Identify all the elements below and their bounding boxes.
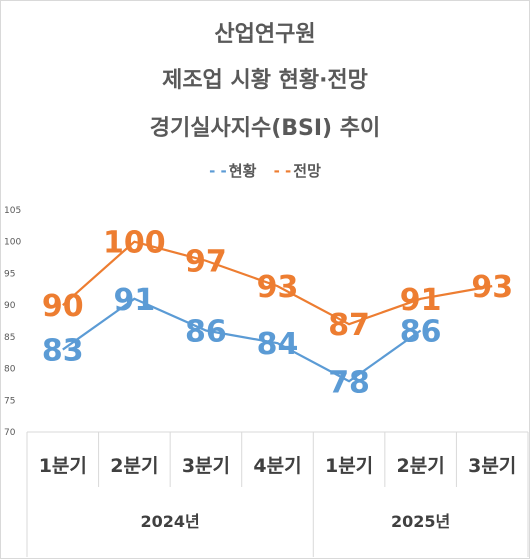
legend-item-forecast: - - 전망 <box>274 162 321 180</box>
series-line-current <box>62 297 422 383</box>
y-tick-label: 85 <box>4 333 15 343</box>
legend-label-current: 현황 <box>228 162 257 180</box>
y-tick-label: 75 <box>4 396 15 406</box>
data-label: 78 <box>328 365 370 400</box>
data-label: 91 <box>400 283 442 318</box>
legend-swatch-current: - - <box>209 162 227 180</box>
data-label: 91 <box>113 283 155 318</box>
x-tick-label: 2분기 <box>397 455 445 477</box>
chart-title-line-1: 산업연구원 <box>214 22 316 47</box>
legend-swatch-forecast: - - <box>273 162 292 180</box>
x-tick-label: 1분기 <box>39 455 87 477</box>
x-tick-label: 3분기 <box>468 455 516 477</box>
y-tick-label: 95 <box>4 269 15 279</box>
data-label: 86 <box>400 315 442 350</box>
chart-legend: - - 현황 - - 전망 <box>0 160 530 181</box>
x-tick-label: 4분기 <box>253 455 301 477</box>
x-group-label: 2025년 <box>391 512 450 531</box>
data-label: 93 <box>257 270 299 305</box>
data-label: 100 <box>103 226 166 261</box>
data-label: 97 <box>185 245 227 280</box>
data-label: 86 <box>185 315 227 350</box>
y-tick-label: 70 <box>4 428 16 438</box>
y-tick-label: 100 <box>4 238 21 248</box>
data-label: 93 <box>471 270 513 305</box>
x-tick-label: 2분기 <box>110 455 158 477</box>
x-group-label: 2024년 <box>141 512 200 531</box>
x-tick-label: 1분기 <box>325 455 373 477</box>
chart-title-line-3: 경기실사지수(BSI) 추이 <box>149 116 381 141</box>
data-label: 84 <box>257 327 299 362</box>
data-label: 87 <box>328 308 370 343</box>
series-line-forecast <box>62 240 493 326</box>
y-tick-label: 80 <box>4 365 16 375</box>
legend-label-forecast: 전망 <box>293 162 321 180</box>
y-tick-label: 105 <box>4 206 21 216</box>
data-label: 83 <box>42 334 84 369</box>
y-tick-label: 90 <box>4 301 16 311</box>
data-label: 90 <box>42 289 84 324</box>
legend-item-current: - - 현황 <box>209 162 262 180</box>
chart-title-line-2: 제조업 시황 현황·전망 <box>162 68 368 93</box>
x-tick-label: 3분기 <box>182 455 230 477</box>
